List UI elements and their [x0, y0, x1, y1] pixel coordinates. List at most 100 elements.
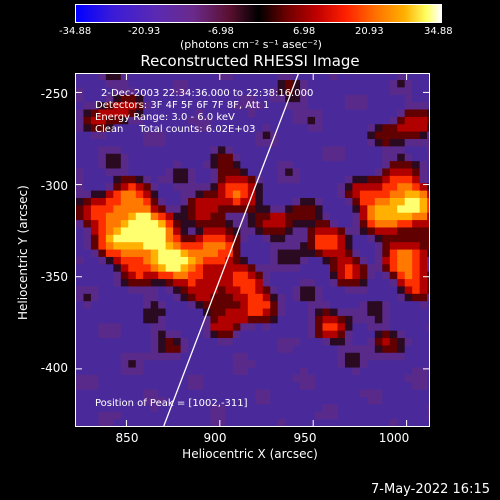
heatmap-cell: [337, 256, 346, 265]
heatmap-cell: [330, 116, 338, 125]
heatmap-cell: [105, 337, 114, 346]
heatmap-cell: [173, 322, 182, 331]
heatmap-cell: [419, 234, 428, 243]
heatmap-cell: [374, 190, 383, 198]
heatmap-cell: [203, 403, 211, 412]
heatmap-cell: [98, 160, 107, 169]
heatmap-cell: [143, 204, 152, 213]
heatmap-cell: [247, 337, 256, 346]
heatmap-cell: [344, 116, 353, 125]
heatmap-cell: [359, 344, 368, 353]
heatmap-cell: [247, 74, 256, 81]
x-tick-label: 1000: [378, 431, 410, 445]
heatmap-cell: [285, 293, 294, 302]
heatmap-cell: [330, 418, 338, 426]
heatmap-image: [76, 74, 429, 426]
heatmap-cell: [195, 86, 204, 95]
heatmap-cell: [359, 308, 368, 316]
heatmap-cell: [382, 145, 391, 154]
heatmap-cell: [210, 94, 219, 103]
heatmap-cell: [404, 219, 413, 228]
heatmap-cell: [344, 190, 353, 198]
heatmap-cell: [352, 271, 361, 280]
heatmap-cell: [352, 344, 361, 353]
heatmap-cell: [359, 109, 368, 117]
heatmap-cell: [300, 175, 309, 184]
heatmap-cell: [232, 344, 241, 353]
heatmap-cell: [359, 167, 368, 176]
heatmap-cell: [307, 131, 316, 140]
heatmap-cell: [210, 300, 219, 309]
heatmap-cell: [389, 389, 398, 398]
heatmap-cell: [240, 352, 249, 361]
heatmap-cell: [270, 389, 279, 398]
heatmap-cell: [344, 94, 353, 103]
heatmap-cell: [262, 123, 271, 132]
heatmap-cell: [412, 352, 421, 361]
heatmap-cell: [277, 131, 286, 140]
heatmap-cell: [188, 101, 197, 110]
heatmap-cell: [412, 285, 421, 294]
heatmap-cell: [113, 330, 122, 339]
heatmap-cell: [76, 145, 84, 154]
heatmap-cell: [374, 226, 383, 235]
heatmap-cell: [203, 234, 211, 243]
heatmap-cell: [307, 190, 316, 198]
heatmap-cell: [135, 367, 144, 375]
heatmap-cell: [404, 263, 413, 272]
heatmap-cell: [180, 86, 189, 95]
heatmap-cell: [165, 352, 174, 361]
heatmap-cell: [270, 344, 279, 353]
heatmap-cell: [374, 145, 383, 154]
heatmap-cell: [120, 131, 129, 140]
heatmap-cell: [76, 234, 84, 243]
heatmap-cell: [232, 131, 241, 140]
heatmap-cell: [98, 86, 107, 95]
heatmap-cell: [210, 374, 219, 383]
heatmap-cell: [143, 175, 152, 184]
heatmap-cell: [315, 322, 324, 331]
heatmap-cell: [240, 359, 249, 368]
heatmap-cell: [90, 116, 99, 125]
heatmap-cell: [277, 234, 286, 243]
heatmap-cell: [128, 367, 137, 375]
heatmap-cell: [285, 263, 294, 272]
heatmap-cell: [105, 330, 114, 339]
heatmap-cell: [427, 367, 429, 375]
heatmap-cell: [315, 344, 324, 353]
heatmap-cell: [322, 374, 331, 383]
heatmap-cell: [322, 352, 331, 361]
heatmap-cell: [217, 322, 226, 331]
heatmap-cell: [330, 263, 338, 272]
heatmap-cell: [120, 352, 129, 361]
heatmap-cell: [98, 138, 107, 147]
heatmap-cell: [427, 322, 429, 331]
heatmap-cell: [382, 403, 391, 412]
heatmap-cell: [165, 367, 174, 375]
heatmap-cell: [337, 204, 346, 213]
heatmap-cell: [300, 285, 309, 294]
heatmap-cell: [120, 278, 129, 287]
heatmap-cell: [270, 330, 279, 339]
heatmap-cell: [113, 190, 122, 198]
heatmap-cell: [419, 308, 428, 316]
heatmap-cell: [389, 411, 398, 420]
heatmap-cell: [180, 396, 189, 405]
heatmap-cell: [404, 278, 413, 287]
heatmap-cell: [419, 315, 428, 324]
y-tick-label: -400: [40, 361, 68, 375]
heatmap-cell: [270, 138, 279, 147]
heatmap-cell: [217, 285, 226, 294]
heatmap-cell: [203, 389, 211, 398]
heatmap-cell: [292, 167, 301, 176]
heatmap-cell: [150, 256, 159, 265]
heatmap-cell: [203, 182, 211, 191]
heatmap-cell: [307, 101, 316, 110]
heatmap-cell: [180, 160, 189, 169]
heatmap-cell: [285, 403, 294, 412]
heatmap-cell: [315, 101, 324, 110]
heatmap-cell: [90, 367, 99, 375]
heatmap-cell: [367, 418, 376, 426]
heatmap-cell: [203, 116, 211, 125]
heatmap-cell: [307, 94, 316, 103]
